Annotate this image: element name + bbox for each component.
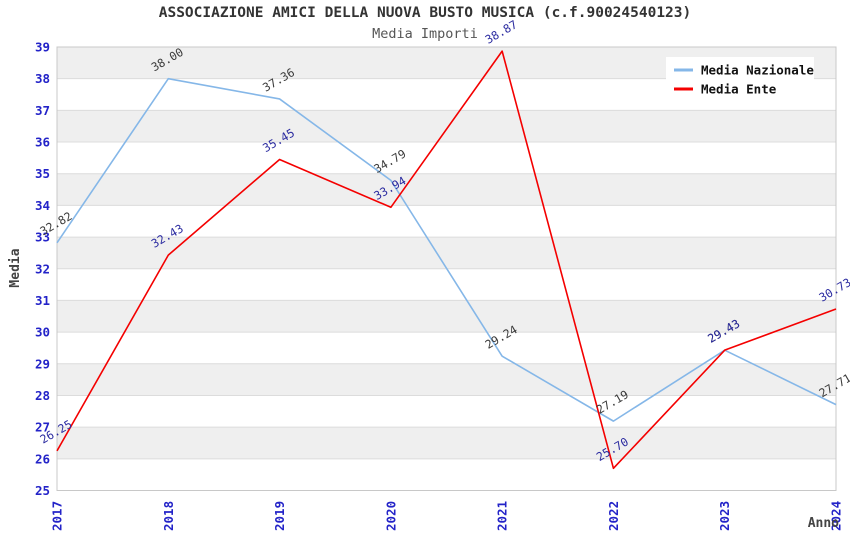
x-tick-label: 2024 [829,501,844,531]
y-tick-label: 28 [35,388,50,403]
x-tick-label: 2021 [495,501,510,531]
plot-band [57,300,836,333]
plot-band [57,363,836,396]
y-tick-label: 27 [35,420,50,435]
y-tick-label: 32 [35,261,50,276]
x-tick-label: 2017 [50,501,65,531]
y-tick-label: 34 [35,198,50,213]
y-tick-label: 31 [35,293,50,308]
plot-band [57,237,836,269]
chart-title: ASSOCIAZIONE AMICI DELLA NUOVA BUSTO MUS… [158,5,692,21]
y-tick-label: 38 [35,71,50,86]
x-axis-title: Anno [808,516,839,531]
plot-band [57,110,836,143]
y-axis-title: Media [8,248,23,287]
x-tick-label: 2022 [606,501,621,531]
y-tick-label: 29 [35,356,50,371]
point-label: 38.87 [483,17,520,46]
y-tick-label: 35 [35,166,50,181]
point-label: 32.82 [38,209,75,238]
y-tick-label: 30 [35,325,50,340]
y-tick-label: 25 [35,483,50,498]
y-tick-label: 33 [35,230,50,245]
series-line-media-nazionale [56,77,837,422]
point-label: 34.79 [371,146,408,175]
series-line-media-ente [56,50,837,470]
y-tick-label: 26 [35,451,50,466]
chart-subtitle: Media Importi [372,26,478,42]
legend-box [666,57,814,103]
x-tick-label: 2023 [717,501,732,531]
plot-border [56,46,837,491]
legend-label-0: Media Nazionale [701,63,814,78]
x-tick-label: 2018 [161,501,176,531]
x-tick-label: 2019 [272,501,287,531]
plot-band [57,427,836,459]
x-tick-label: 2020 [383,501,398,531]
plot-band [57,173,836,206]
legend-label-1: Media Ente [701,82,777,97]
y-tick-label: 36 [35,135,50,150]
y-tick-label: 39 [35,40,50,55]
y-tick-label: 37 [35,103,50,118]
